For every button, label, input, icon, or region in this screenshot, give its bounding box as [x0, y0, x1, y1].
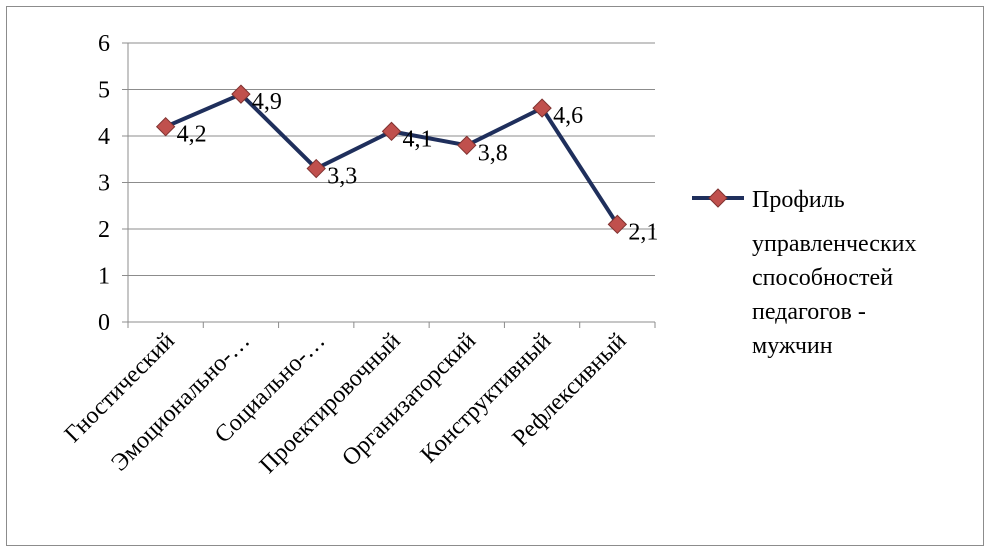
- y-tick-label: 6: [98, 31, 110, 57]
- legend-label-line-4: педагогов -: [752, 299, 866, 325]
- x-tick-labels: ГностическийЭмоционально-…Социально-…Про…: [60, 328, 632, 479]
- y-tick-label: 0: [98, 310, 110, 336]
- gridlines: [128, 42, 655, 276]
- y-tick-label: 4: [98, 124, 110, 150]
- legend-label-line-5: мужчин: [752, 333, 833, 359]
- data-label: 4,2: [177, 122, 207, 148]
- data-point-marker: [306, 158, 326, 179]
- data-label: 4,9: [252, 89, 282, 115]
- y-tick-label: 5: [98, 78, 110, 104]
- axes: [122, 42, 656, 328]
- legend-label-line-2: управленческих: [752, 231, 916, 257]
- x-tick-label: Организаторский: [337, 328, 481, 472]
- y-tick-labels: 0 1 2 3 4 5 6: [98, 31, 110, 336]
- data-point-marker: [532, 98, 552, 118]
- data-label: 4,6: [553, 103, 583, 129]
- data-labels: 4,2 4,9 3,3 4,1 3,8 4,6 2,1: [177, 89, 659, 245]
- legend-label-line-3: способностей: [752, 265, 893, 291]
- legend-label-line-1: Профиль: [752, 187, 845, 213]
- data-label: 4,1: [403, 126, 433, 152]
- data-point-marker: [457, 135, 477, 156]
- y-tick-label: 3: [98, 171, 110, 197]
- legend: Профиль управленческих способностей педа…: [692, 187, 916, 359]
- series-line: [164, 92, 620, 226]
- x-tick-label: Проектировочный: [255, 328, 406, 479]
- series: [155, 84, 628, 235]
- data-point-marker: [381, 121, 402, 142]
- data-point-marker: [155, 116, 176, 137]
- data-label: 2,1: [628, 219, 658, 245]
- data-point-marker: [607, 214, 628, 235]
- x-tick-label: Эмоционально-…: [107, 328, 256, 477]
- data-label: 3,3: [327, 164, 357, 190]
- x-tick-label: Конструктивный: [416, 328, 557, 469]
- legend-diamond-marker: [708, 188, 728, 208]
- y-tick-label: 1: [98, 264, 110, 290]
- data-label: 3,8: [478, 140, 508, 166]
- data-point-marker: [231, 84, 251, 104]
- y-tick-label: 2: [98, 217, 110, 243]
